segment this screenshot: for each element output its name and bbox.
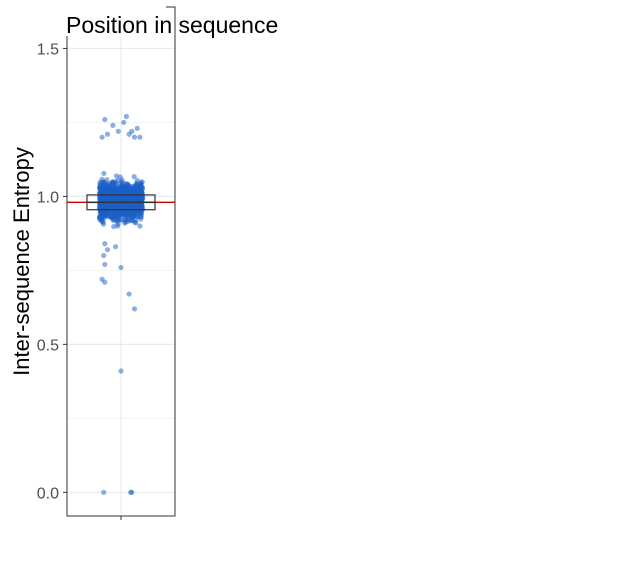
y-tick-label: 1.5 [37, 41, 59, 58]
y-axis: 0.0 0.5 1.0 1.5 [37, 41, 122, 520]
data-point [129, 489, 135, 495]
data-point [100, 211, 106, 218]
data-point [122, 200, 129, 206]
data-point [127, 185, 133, 191]
grid-lines [67, 7, 175, 516]
data-point [105, 196, 112, 203]
data-point [132, 189, 138, 195]
data-point [111, 214, 117, 220]
data-point [102, 279, 108, 285]
chart-title: Position in sequence [66, 12, 278, 38]
data-point [116, 203, 122, 209]
data-point [137, 134, 143, 140]
data-point [118, 187, 124, 193]
data-point [115, 128, 121, 134]
data-point [123, 113, 129, 120]
boxplot [86, 194, 156, 211]
data-point [113, 173, 120, 179]
data-point [126, 131, 132, 137]
data-point [126, 291, 132, 297]
data-point [131, 134, 138, 140]
data-point [101, 170, 107, 177]
y-tick-label: 0.0 [37, 485, 59, 502]
data-point [118, 264, 124, 271]
data-point [121, 184, 128, 190]
data-point [102, 116, 108, 123]
y-tick-label: 1.0 [37, 189, 59, 206]
data-point [134, 125, 140, 131]
data-point [113, 244, 119, 250]
data-point [116, 210, 122, 216]
data-point [131, 213, 137, 219]
data-point [112, 204, 118, 210]
data-point [104, 247, 111, 253]
data-point [127, 218, 134, 224]
data-point [138, 216, 144, 222]
data-point [131, 174, 137, 180]
data-point [122, 188, 128, 195]
data-point [137, 223, 143, 229]
data-point [100, 204, 106, 210]
y-axis-label: Inter-sequence Entropy [9, 147, 34, 376]
data-point [102, 261, 108, 268]
data-point [118, 368, 124, 374]
data-point [102, 241, 108, 247]
data-point [99, 134, 105, 140]
data-point [117, 180, 124, 186]
data-point [121, 119, 127, 126]
data-point [115, 221, 121, 227]
data-point [110, 122, 116, 128]
data-point [139, 196, 146, 202]
title-background [66, 0, 166, 36]
data-point [103, 184, 109, 191]
data-point [97, 182, 103, 188]
data-point [139, 186, 145, 192]
data-point [121, 204, 127, 210]
y-tick-label: 0.5 [37, 337, 59, 354]
data-point [101, 252, 107, 259]
data-point [115, 217, 122, 223]
data-point [131, 306, 138, 312]
data-point [101, 489, 107, 495]
data-point [137, 182, 143, 188]
data-point [120, 194, 126, 200]
data-point [111, 223, 117, 230]
data-point [104, 131, 111, 137]
